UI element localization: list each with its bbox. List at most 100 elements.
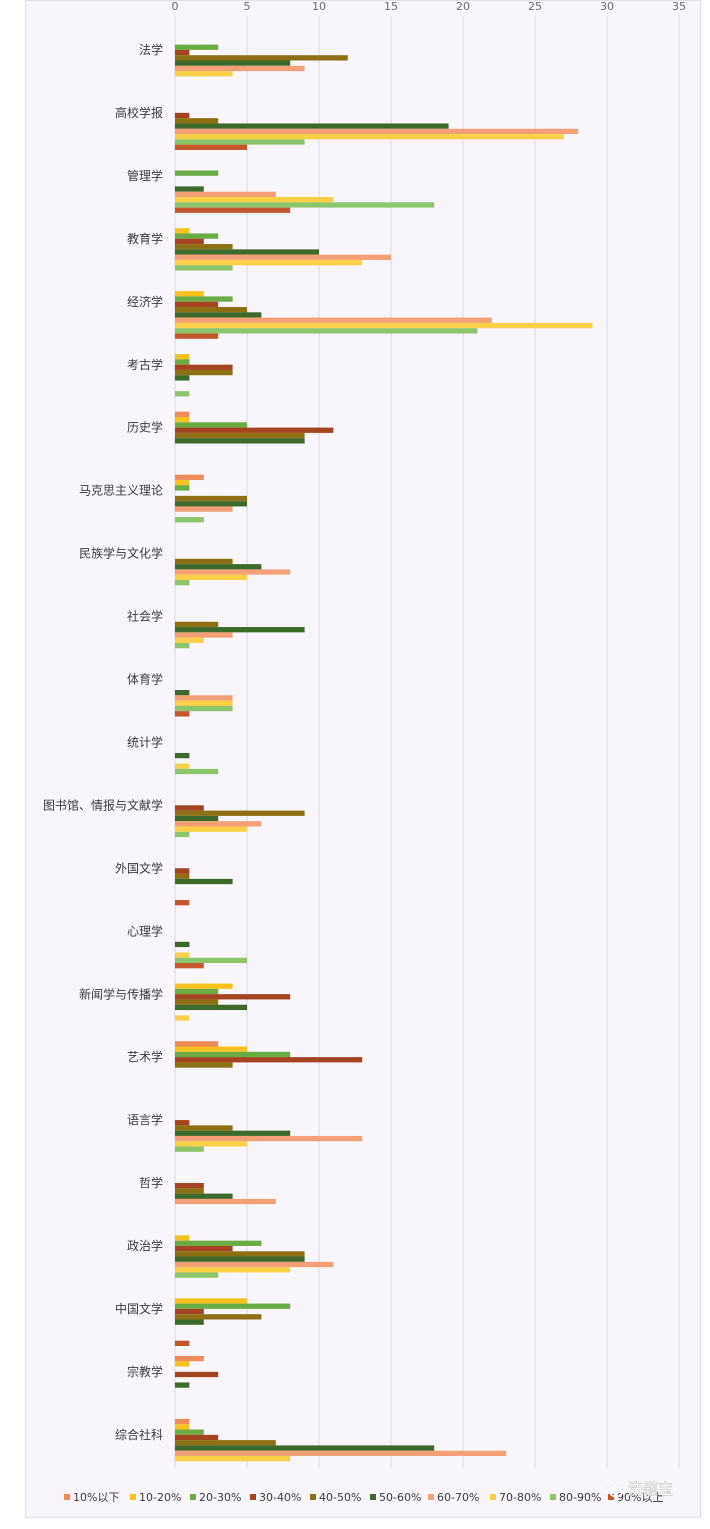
legend-label: 30-40% bbox=[259, 1491, 301, 1504]
bar bbox=[175, 65, 305, 72]
bar bbox=[175, 826, 247, 832]
bar bbox=[175, 328, 478, 334]
legend-swatch bbox=[490, 1494, 496, 1500]
bar bbox=[175, 60, 291, 66]
bar bbox=[175, 44, 219, 50]
bar bbox=[175, 118, 219, 124]
category-label: 综合社科 bbox=[115, 1427, 163, 1442]
bar bbox=[175, 1188, 204, 1194]
legend-swatch bbox=[130, 1494, 136, 1500]
bar bbox=[175, 128, 579, 135]
bar bbox=[175, 1146, 204, 1152]
category-label: 考古学 bbox=[127, 357, 163, 372]
bar bbox=[175, 495, 247, 502]
bar bbox=[175, 474, 204, 480]
bar bbox=[175, 868, 190, 874]
bar bbox=[175, 1445, 435, 1451]
legend-item: 70-80% bbox=[490, 1491, 541, 1504]
bar bbox=[175, 1251, 305, 1257]
bar bbox=[175, 244, 233, 250]
bar bbox=[175, 233, 219, 239]
bar bbox=[175, 574, 247, 580]
x-tick-label: 10 bbox=[312, 0, 326, 13]
category-label: 政治学 bbox=[127, 1238, 163, 1253]
bar bbox=[175, 763, 190, 769]
legend: 10%以下 10-20% 20-30% 30-40% 40-50% 50-60% 60-70… bbox=[64, 1491, 663, 1504]
bar bbox=[175, 1434, 219, 1441]
bar bbox=[175, 1450, 507, 1456]
bar bbox=[175, 317, 492, 323]
category-label: 社会学 bbox=[127, 609, 163, 624]
bar bbox=[175, 1120, 190, 1126]
bar bbox=[175, 307, 247, 313]
category-label: 统计学 bbox=[127, 734, 163, 749]
legend-label: 10%以下 bbox=[73, 1491, 119, 1504]
chat-bubbles-icon bbox=[600, 1480, 623, 1498]
bar bbox=[175, 301, 219, 307]
bar bbox=[175, 1267, 291, 1273]
legend-item: 10-20% bbox=[130, 1491, 181, 1504]
gridlines bbox=[174, 16, 680, 1468]
bar bbox=[175, 238, 204, 245]
category-label: 艺术学 bbox=[127, 1049, 163, 1064]
bar bbox=[175, 695, 233, 701]
bar bbox=[175, 963, 204, 969]
bar bbox=[175, 186, 204, 192]
category-label: 心理学 bbox=[127, 923, 163, 938]
bar bbox=[175, 957, 247, 963]
category-labels: 法学高校学报管理学教育学经济学考古学历史学马克思主义理论民族学与文化学社会学体育… bbox=[43, 42, 163, 1442]
legend-item: 20-30% bbox=[190, 1491, 241, 1504]
bar bbox=[175, 249, 319, 255]
bar bbox=[175, 144, 247, 150]
legend-swatch bbox=[190, 1494, 196, 1500]
bar bbox=[175, 49, 190, 56]
bar bbox=[175, 1015, 190, 1021]
legend-swatch bbox=[250, 1494, 256, 1500]
bar bbox=[175, 1135, 363, 1142]
category-label: 哲学 bbox=[139, 1175, 163, 1190]
bar bbox=[175, 999, 219, 1005]
bar bbox=[175, 422, 247, 428]
bar bbox=[175, 170, 219, 176]
bar bbox=[175, 1240, 262, 1246]
x-tick-label: 5 bbox=[244, 0, 251, 13]
bar bbox=[175, 1046, 247, 1052]
bar bbox=[175, 752, 190, 759]
bar bbox=[175, 485, 190, 491]
category-label: 图书馆、情报与文献学 bbox=[43, 797, 163, 812]
bar bbox=[175, 322, 593, 329]
bar bbox=[175, 580, 190, 586]
category-label: 教育学 bbox=[127, 231, 163, 246]
x-tick-label: 0 bbox=[172, 0, 179, 13]
bar bbox=[175, 1198, 276, 1205]
bar bbox=[175, 438, 305, 444]
bar bbox=[175, 1303, 291, 1309]
bar bbox=[175, 952, 190, 958]
legend-label: 70-80% bbox=[499, 1491, 541, 1504]
bar bbox=[175, 432, 305, 439]
bar bbox=[175, 637, 204, 643]
chart-frame bbox=[25, 0, 701, 1518]
bar bbox=[175, 333, 219, 339]
bar bbox=[175, 1256, 305, 1262]
bar bbox=[175, 831, 190, 838]
bar bbox=[175, 878, 233, 885]
bar bbox=[175, 71, 233, 77]
bar bbox=[175, 517, 204, 523]
bar bbox=[175, 359, 190, 365]
watermark-text: 洗题宝 bbox=[628, 1480, 673, 1498]
bar bbox=[175, 994, 291, 1000]
bar bbox=[175, 711, 190, 717]
bar bbox=[175, 1429, 204, 1435]
bar bbox=[175, 191, 276, 197]
bar bbox=[175, 1298, 247, 1304]
legend-label: 60-70% bbox=[437, 1491, 479, 1504]
bar bbox=[175, 1183, 204, 1189]
category-label: 马克思主义理论 bbox=[79, 484, 163, 498]
bar bbox=[175, 291, 204, 297]
legend-label: 90%以上 bbox=[617, 1491, 663, 1504]
bar bbox=[175, 1361, 190, 1367]
legend-label: 40-50% bbox=[319, 1491, 361, 1504]
legend-swatch bbox=[370, 1494, 376, 1500]
bar bbox=[175, 312, 262, 318]
